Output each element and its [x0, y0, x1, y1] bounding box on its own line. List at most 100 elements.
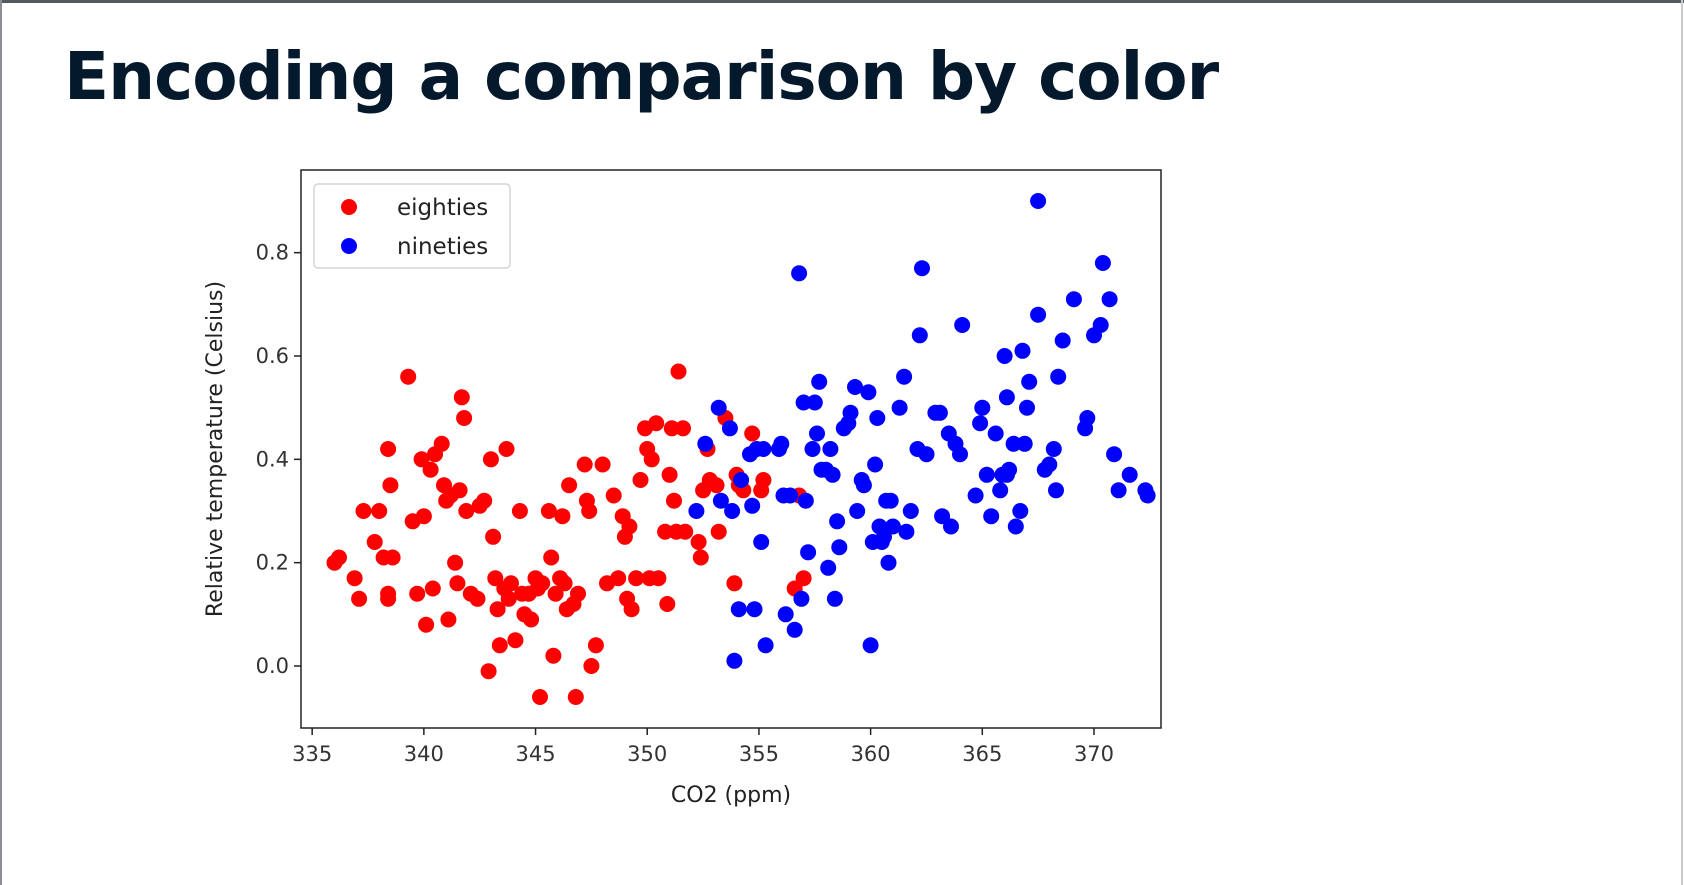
point-nineties [855, 477, 872, 494]
point-eighties [380, 441, 397, 457]
x-tick-label: 350 [627, 742, 667, 766]
point-nineties [983, 508, 1000, 525]
point-nineties [826, 590, 843, 607]
point-eighties [371, 503, 388, 519]
point-nineties [1014, 342, 1031, 359]
left-border [0, 0, 2, 885]
legend-label-nineties: nineties [397, 234, 488, 260]
point-eighties [511, 503, 528, 519]
point-eighties [503, 575, 519, 592]
point-nineties [730, 601, 747, 618]
point-nineties [1050, 368, 1067, 385]
point-nineties [911, 327, 928, 344]
x-tick-label: 360 [851, 742, 891, 766]
point-eighties [670, 363, 687, 380]
point-nineties [724, 503, 741, 519]
point-eighties [485, 528, 502, 545]
point-eighties [677, 523, 694, 540]
point-eighties [469, 590, 486, 607]
point-eighties [661, 466, 678, 483]
point-nineties [1012, 503, 1029, 519]
point-eighties [440, 611, 457, 628]
point-eighties [726, 575, 743, 592]
point-nineties [972, 415, 989, 432]
point-nineties [954, 317, 971, 333]
point-nineties [1030, 306, 1047, 323]
y-axis-label: Relative temperature (Celsius) [203, 281, 228, 617]
point-nineties [931, 404, 948, 421]
point-eighties [487, 570, 504, 587]
point-eighties [690, 534, 707, 550]
point-nineties [1005, 435, 1022, 452]
x-tick-label: 335 [292, 742, 332, 766]
point-nineties [733, 472, 750, 488]
point-eighties [594, 456, 611, 473]
x-tick-label: 365 [962, 742, 1002, 766]
point-nineties [1045, 441, 1062, 457]
point-nineties [992, 482, 1009, 499]
point-eighties [534, 575, 551, 592]
point-nineties [811, 373, 828, 390]
point-eighties [650, 570, 667, 587]
point-nineties [952, 446, 968, 463]
point-nineties [746, 601, 763, 618]
point-eighties [532, 689, 548, 705]
legend-marker-eighties [341, 199, 357, 215]
point-nineties [1030, 193, 1047, 209]
point-eighties [621, 518, 638, 535]
point-eighties [453, 389, 470, 406]
point-eighties [610, 570, 627, 587]
point-nineties [809, 425, 825, 442]
points-layer [326, 193, 1156, 705]
point-nineties [1065, 291, 1082, 308]
point-nineties [998, 389, 1015, 406]
point-eighties [795, 570, 812, 587]
point-nineties [804, 441, 821, 457]
point-eighties [628, 570, 645, 587]
point-nineties [831, 539, 848, 556]
point-nineties [978, 466, 995, 483]
x-tick-label: 370 [1074, 742, 1114, 766]
point-eighties [567, 689, 584, 705]
point-eighties [657, 523, 674, 540]
point-eighties [500, 590, 517, 607]
point-eighties [409, 585, 426, 602]
point-nineties [847, 379, 863, 395]
point-nineties [869, 410, 886, 426]
point-eighties [554, 508, 571, 525]
point-nineties [793, 590, 810, 607]
point-nineties [800, 544, 817, 561]
x-tick-label: 340 [404, 742, 444, 766]
point-eighties [413, 451, 430, 468]
point-nineties [829, 513, 846, 530]
x-axis-label: CO2 (ppm) [671, 783, 791, 808]
point-nineties [795, 394, 812, 411]
point-nineties [1001, 461, 1018, 478]
point-eighties [675, 420, 691, 437]
point-eighties [659, 596, 676, 612]
point-nineties [744, 497, 761, 514]
point-eighties [744, 425, 761, 442]
point-eighties [366, 534, 383, 550]
point-nineties [753, 534, 770, 550]
point-nineties [914, 260, 930, 277]
point-eighties [491, 637, 508, 654]
point-nineties [1016, 435, 1033, 452]
point-eighties [482, 451, 499, 468]
point-eighties [545, 647, 562, 664]
point-nineties [943, 518, 959, 535]
point-eighties [355, 503, 372, 519]
point-nineties [1106, 446, 1123, 463]
point-nineties [773, 435, 790, 452]
point-nineties [782, 487, 799, 504]
point-nineties [806, 394, 823, 411]
point-nineties [884, 518, 901, 535]
point-nineties [820, 559, 837, 576]
point-nineties [902, 503, 919, 519]
point-eighties [605, 487, 622, 504]
point-nineties [688, 503, 705, 519]
y-axis-ticks: 0.0 0.2 0.4 0.6 0.8 [256, 241, 301, 678]
point-eighties [561, 477, 578, 494]
point-nineties [867, 456, 884, 473]
